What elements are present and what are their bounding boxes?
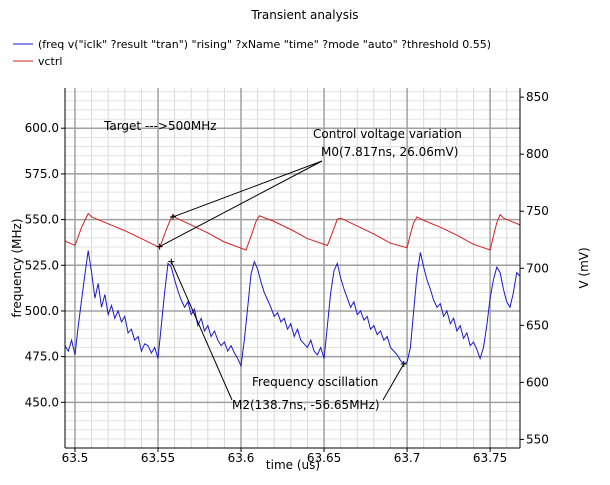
- y-right-tick-label: 750: [526, 204, 549, 218]
- y-left-tick-label: 475.0: [25, 350, 59, 364]
- markers: [156, 213, 407, 367]
- y-right-tick-label: 550: [526, 432, 549, 446]
- annotation-m2: M2(138.7ns, -56.65MHz): [232, 398, 380, 412]
- y-right-tick-label: 600: [526, 375, 549, 389]
- y-right-tick-label: 650: [526, 318, 549, 332]
- x-tick-label: 63.7: [394, 451, 421, 465]
- chart-title: Transient analysis: [250, 8, 358, 22]
- series-line-vctrl: [64, 212, 521, 251]
- annotation-leader-line: [159, 160, 323, 248]
- y-right-tick-label: 850: [526, 90, 549, 104]
- legend: (freq v("iclk" ?result "tran") "rising" …: [13, 38, 491, 68]
- x-axis-label: time (us): [266, 458, 320, 472]
- annotation-frequency-oscillation: Frequency oscillation: [252, 375, 378, 389]
- annotation-target: Target --->500MHz: [103, 119, 217, 133]
- legend-label-vctrl: vctrl: [38, 55, 62, 68]
- series-line-frequency: [64, 250, 521, 368]
- annotation-m0: M0(7.817ns, 26.06mV): [321, 145, 458, 159]
- annotation-control-voltage: Control voltage variation: [313, 127, 462, 141]
- annotation-leader-line: [172, 160, 323, 218]
- grid: [65, 88, 520, 448]
- y-right-tick-label: 800: [526, 147, 549, 161]
- y-right-tick-label: 700: [526, 261, 549, 275]
- x-tick-label: 63.55: [141, 451, 175, 465]
- annotation-leader-line: [382, 363, 405, 401]
- annotation-leaders: [159, 160, 405, 401]
- y-left-tick-label: 450.0: [25, 395, 59, 409]
- y-left-tick-label: 500.0: [25, 304, 59, 318]
- y-left-tick-label: 550.0: [25, 213, 59, 227]
- y-left-tick-label: 525.0: [25, 258, 59, 272]
- ticks: 63.5 63.55 63.6 63.65 63.7 63.75 450.0 475.0 500…: [25, 90, 549, 465]
- y-left-tick-label: 600.0: [25, 121, 59, 135]
- x-tick-label: 63.5: [62, 451, 89, 465]
- annotation-leader-line: [170, 261, 233, 401]
- legend-label-frequency: (freq v("iclk" ?result "tran") "rising" …: [38, 38, 491, 51]
- series: [64, 212, 521, 368]
- x-tick-label: 63.65: [307, 451, 341, 465]
- plot-area: [65, 88, 520, 448]
- x-tick-label: 63.6: [228, 451, 255, 465]
- x-tick-label: 63.75: [473, 451, 507, 465]
- y-left-tick-label: 575.0: [25, 167, 59, 181]
- y-axis-left-label: frequency (MHz): [10, 218, 24, 317]
- y-axis-right-label: V (mV): [577, 247, 591, 288]
